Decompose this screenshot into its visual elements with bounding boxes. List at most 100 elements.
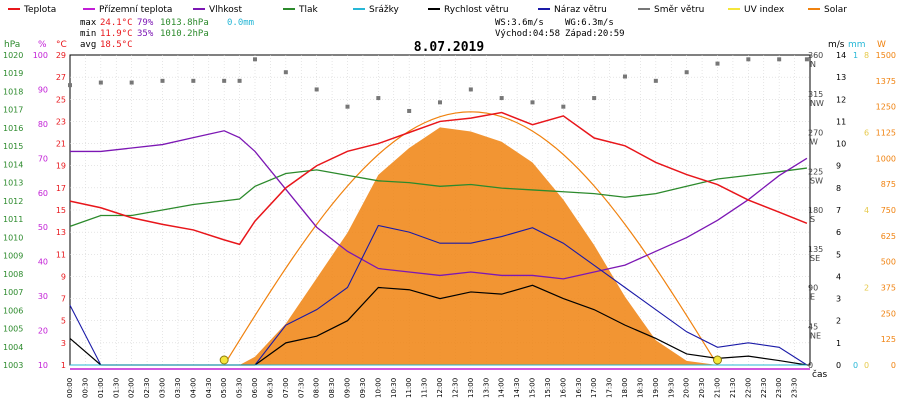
- wind-direction-point: [438, 100, 442, 105]
- time-tick: 15:00: [529, 378, 537, 398]
- time-tick: 19:30: [667, 378, 675, 398]
- ms-tick: 13: [836, 73, 846, 82]
- series-solar-area: [70, 127, 807, 365]
- uv-tick: 6: [864, 129, 869, 138]
- wind-direction-point: [129, 80, 134, 85]
- dir-tick-deg: 135: [808, 245, 823, 254]
- w-tick: 1125: [876, 129, 896, 138]
- axis-time-label: čas: [812, 369, 827, 380]
- w-tick: 1500: [876, 51, 896, 60]
- chart-marks: [68, 57, 809, 366]
- w-tick: 250: [881, 309, 896, 318]
- hpa-tick: 1011: [3, 215, 23, 224]
- wind-direction-point: [237, 78, 242, 83]
- time-tick: 06:30: [266, 378, 274, 398]
- c-tick: 7: [61, 295, 66, 304]
- c-tick: 21: [56, 140, 66, 149]
- time-tick: 17:30: [606, 378, 614, 398]
- wind-direction-point: [715, 61, 720, 66]
- stats-min-press: 1010.2hPa: [160, 29, 209, 39]
- axis-pct-label: %: [38, 40, 47, 50]
- stats-min-label: min: [80, 29, 96, 39]
- axis-w-label: W: [877, 40, 886, 50]
- w-tick: 1250: [876, 103, 896, 112]
- time-tick: 13:00: [467, 378, 475, 398]
- hpa-tick: 1008: [3, 270, 23, 279]
- hpa-tick: 1007: [3, 288, 23, 297]
- pct-tick: 10: [38, 361, 48, 370]
- wind-direction-point: [653, 78, 658, 83]
- time-tick: 21:00: [714, 378, 722, 398]
- dir-tick-name: NW: [810, 99, 824, 108]
- c-tick: 13: [56, 228, 66, 237]
- hpa-tick: 1006: [3, 306, 23, 315]
- pct-tick: 70: [38, 154, 48, 163]
- time-tick: 00:00: [66, 378, 74, 398]
- legend-label-0: Teplota: [23, 5, 56, 15]
- legend-label-7: Směr větru: [654, 5, 704, 15]
- time-tick: 00:30: [81, 378, 89, 398]
- hpa-tick: 1004: [3, 343, 23, 352]
- time-tick: 09:30: [359, 378, 367, 398]
- c-tick: 9: [61, 272, 66, 281]
- dir-tick-name: N: [810, 60, 816, 69]
- wind-wg: WG:6.3m/s: [565, 18, 614, 28]
- time-tick: 11:30: [421, 378, 429, 398]
- c-tick: 23: [56, 117, 66, 126]
- uv-marker: [219, 355, 229, 365]
- w-tick: 625: [881, 232, 896, 241]
- axis-c-label: °C: [56, 40, 67, 50]
- time-tick: 23:30: [791, 378, 799, 398]
- wind-direction-point: [253, 57, 257, 62]
- dir-tick-deg: 180: [808, 206, 823, 215]
- dir-tick-deg: 90: [808, 284, 818, 293]
- stats-avg-temp: 18.5°C: [100, 40, 133, 50]
- stats-max-press: 1013.8hPa: [160, 18, 209, 28]
- c-tick: 11: [56, 250, 66, 259]
- wind-direction-point: [160, 78, 165, 83]
- time-tick: 04:30: [205, 378, 213, 398]
- hpa-tick: 1005: [3, 325, 23, 334]
- c-tick: 19: [56, 162, 66, 171]
- c-tick: 15: [56, 206, 66, 215]
- ms-tick: 11: [836, 117, 846, 126]
- wind-direction-point: [345, 104, 350, 109]
- hpa-tick: 1003: [3, 361, 23, 370]
- c-tick: 1: [61, 361, 66, 370]
- uv-tick: 8: [864, 51, 869, 60]
- uv-tick: 0: [864, 361, 869, 370]
- pct-tick: 60: [38, 189, 48, 198]
- time-tick: 07:30: [297, 378, 305, 398]
- time-tick: 09:00: [344, 378, 352, 398]
- dir-tick-deg: 45: [808, 322, 818, 331]
- mm-tick: 0: [853, 361, 858, 370]
- c-tick: 17: [56, 184, 66, 193]
- c-tick: 3: [61, 339, 66, 348]
- wind-direction-point: [191, 78, 196, 83]
- hpa-tick: 1014: [3, 160, 23, 169]
- hpa-tick: 1015: [3, 142, 23, 151]
- hpa-tick: 1017: [3, 106, 23, 115]
- stats-max-hum: 79%: [137, 18, 154, 28]
- time-tick: 07:00: [282, 378, 290, 398]
- wind-direction-point: [98, 80, 103, 85]
- dir-tick-name: W: [810, 138, 818, 147]
- time-tick: 17:00: [590, 378, 598, 398]
- ms-tick: 12: [836, 95, 846, 104]
- time-tick: 21:30: [729, 378, 737, 398]
- legend-label-8: UV index: [744, 5, 785, 15]
- time-tick: 18:30: [636, 378, 644, 398]
- hpa-tick: 1012: [3, 197, 23, 206]
- c-tick: 25: [56, 95, 66, 104]
- dir-tick-name: S: [810, 215, 815, 224]
- legend-label-9: Solar: [824, 5, 847, 15]
- wind-direction-point: [530, 100, 535, 105]
- ms-tick: 8: [836, 184, 841, 193]
- wind-direction-point: [468, 87, 473, 92]
- uv-marker: [713, 355, 722, 365]
- time-tick: 10:30: [390, 378, 398, 398]
- time-tick: 08:00: [313, 378, 321, 398]
- legend-label-1: Přízemní teplota: [99, 5, 172, 15]
- time-tick: 11:00: [405, 378, 413, 398]
